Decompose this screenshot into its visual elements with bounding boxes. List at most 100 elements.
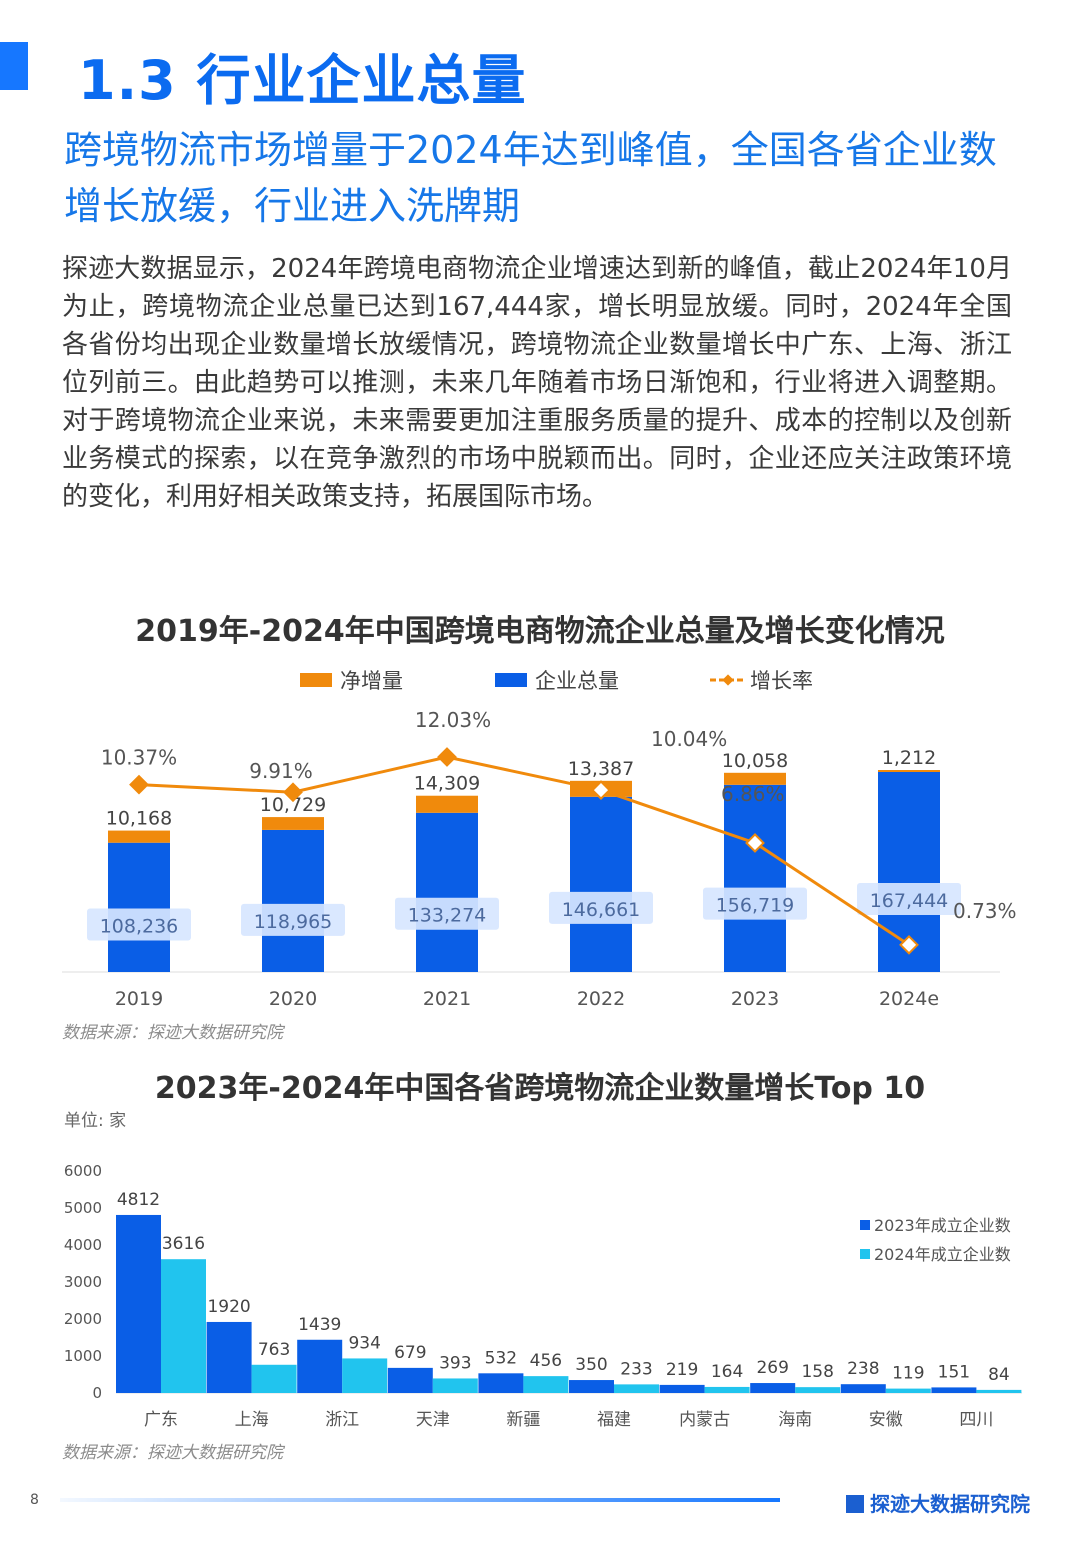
- total-label: 118,965: [254, 911, 333, 933]
- increase-label: 10,058: [722, 750, 788, 772]
- bar-2023: [659, 1384, 705, 1393]
- bar-increase: [724, 772, 786, 785]
- bar-2024: [885, 1388, 931, 1393]
- x-tick-label: 2020: [269, 988, 317, 1010]
- value-label-2024: 164: [711, 1362, 743, 1382]
- total-label-box: [549, 891, 653, 924]
- growth-rate-label: 0.73%: [953, 899, 1017, 923]
- bar-2024: [704, 1386, 750, 1393]
- bar-2023: [840, 1384, 886, 1393]
- total-label-box: [857, 883, 961, 915]
- legend-swatch-0: [300, 673, 332, 687]
- bar-increase: [262, 817, 324, 830]
- x-tick-label: 天津: [416, 1410, 450, 1430]
- value-label-2023: 1439: [298, 1315, 341, 1335]
- legend-swatch: [860, 1220, 870, 1230]
- x-tick-label: 海南: [778, 1410, 812, 1430]
- bar-2023: [206, 1321, 252, 1393]
- growth-rate-label: 9.91%: [249, 759, 313, 783]
- bar-2024: [342, 1358, 388, 1393]
- bar-2024: [614, 1384, 659, 1393]
- province-top10-chart: 2023年-2024年中国各省跨境物流企业数量增长Top 10 单位: 家 0 100…: [62, 1071, 1022, 1463]
- total-label: 167,444: [870, 890, 949, 912]
- value-label-2024: 763: [258, 1340, 290, 1360]
- bar-2024: [251, 1364, 297, 1393]
- bar-2023: [297, 1339, 343, 1393]
- chart-title: 2019年-2024年中国跨境电商物流企业总量及增长变化情况: [135, 614, 944, 649]
- chart-source-note: 数据来源：探迹大数据研究院: [62, 1023, 286, 1043]
- x-tick-label: 安徽: [869, 1410, 903, 1430]
- total-label: 146,661: [562, 899, 641, 921]
- section-subtitle: 跨境物流市场增量于2024年达到峰值，全国各省企业数增长放缓，行业进入洗牌期: [64, 128, 997, 228]
- value-label-2024: 393: [439, 1353, 471, 1373]
- legend-label: 2023年成立企业数: [874, 1216, 1011, 1235]
- value-label-2023: 4812: [117, 1190, 160, 1210]
- value-label-2023: 532: [485, 1348, 517, 1368]
- x-tick-label: 2022: [577, 988, 625, 1010]
- increase-label: 13,387: [568, 758, 634, 780]
- brand-name: 探迹大数据研究院: [870, 1492, 1030, 1516]
- value-label-2023: 679: [394, 1343, 426, 1363]
- y-tick-label: 5000: [64, 1199, 102, 1217]
- value-label-2024: 158: [801, 1362, 833, 1382]
- legend-swatch-1: [495, 673, 527, 687]
- section-title: 1.3 行业企业总量: [78, 49, 527, 112]
- bar-2023: [569, 1380, 614, 1393]
- legend-label: 2024年成立企业数: [874, 1245, 1011, 1264]
- growth-rate-label: 10.37%: [101, 746, 177, 770]
- total-label-box: [395, 897, 499, 930]
- growth-rate-line: [138, 755, 910, 947]
- x-tick-label: 上海: [235, 1410, 269, 1430]
- growth-rate-point: [129, 774, 149, 795]
- value-label-2024: 84: [988, 1365, 1010, 1385]
- value-label-2024: 456: [530, 1351, 562, 1371]
- growth-rate-point: [591, 780, 611, 800]
- increase-label: 14,309: [414, 773, 480, 795]
- bar-2023: [116, 1214, 161, 1393]
- x-tick-label: 浙江: [325, 1410, 359, 1430]
- bar-2023: [931, 1387, 977, 1393]
- value-label-2023: 1920: [207, 1297, 250, 1317]
- x-tick-label: 2021: [423, 988, 471, 1010]
- value-label-2024: 119: [892, 1364, 924, 1384]
- y-tick-label: 1000: [64, 1347, 102, 1365]
- value-label-2023: 151: [938, 1362, 970, 1382]
- increase-label: 10,168: [106, 808, 172, 830]
- x-tick-label: 广东: [144, 1410, 178, 1430]
- x-tick-label: 新疆: [506, 1410, 540, 1430]
- chart-source-note: 数据来源：探迹大数据研究院: [62, 1443, 286, 1463]
- bar-total: [416, 812, 478, 972]
- value-label-2023: 350: [575, 1355, 607, 1375]
- footer-divider: [60, 1498, 780, 1502]
- legend-label: 净增量: [340, 669, 403, 693]
- chart-title: 2023年-2024年中国各省跨境物流企业数量增长Top 10: [155, 1071, 925, 1106]
- total-label: 156,719: [716, 895, 795, 917]
- bar-total: [724, 784, 786, 972]
- value-label-2024: 934: [348, 1333, 380, 1353]
- bar-total: [570, 796, 632, 972]
- bar-2023: [478, 1373, 524, 1393]
- value-label-2024: 3616: [162, 1234, 205, 1254]
- value-label-2024: 233: [620, 1359, 652, 1379]
- body-paragraph: 探迹大数据显示，2024年跨境电商物流企业增速达到新的峰值，截止2024年10月…: [62, 254, 1012, 512]
- legend-label: 企业总量: [535, 669, 619, 693]
- growth-rate-point: [283, 782, 303, 803]
- bar-increase: [878, 770, 940, 772]
- x-tick-label: 内蒙古: [679, 1410, 730, 1430]
- growth-rate-point: [437, 747, 457, 767]
- title-accent-bar: [0, 42, 28, 90]
- increase-label: 10,729: [260, 794, 326, 816]
- total-label-box: [703, 887, 807, 920]
- total-label-box: [87, 908, 191, 941]
- y-tick-label: 3000: [64, 1273, 102, 1291]
- growth-rate-label: 10.04%: [651, 727, 727, 751]
- bar-total: [262, 829, 324, 972]
- bar-total: [108, 842, 170, 972]
- bar-2024: [161, 1259, 206, 1393]
- y-tick-label: 0: [92, 1384, 102, 1402]
- y-tick-label: 6000: [64, 1162, 102, 1180]
- legend-label: 增长率: [750, 669, 813, 693]
- legend-swatch: [860, 1249, 870, 1259]
- growth-rate-point: [899, 934, 919, 955]
